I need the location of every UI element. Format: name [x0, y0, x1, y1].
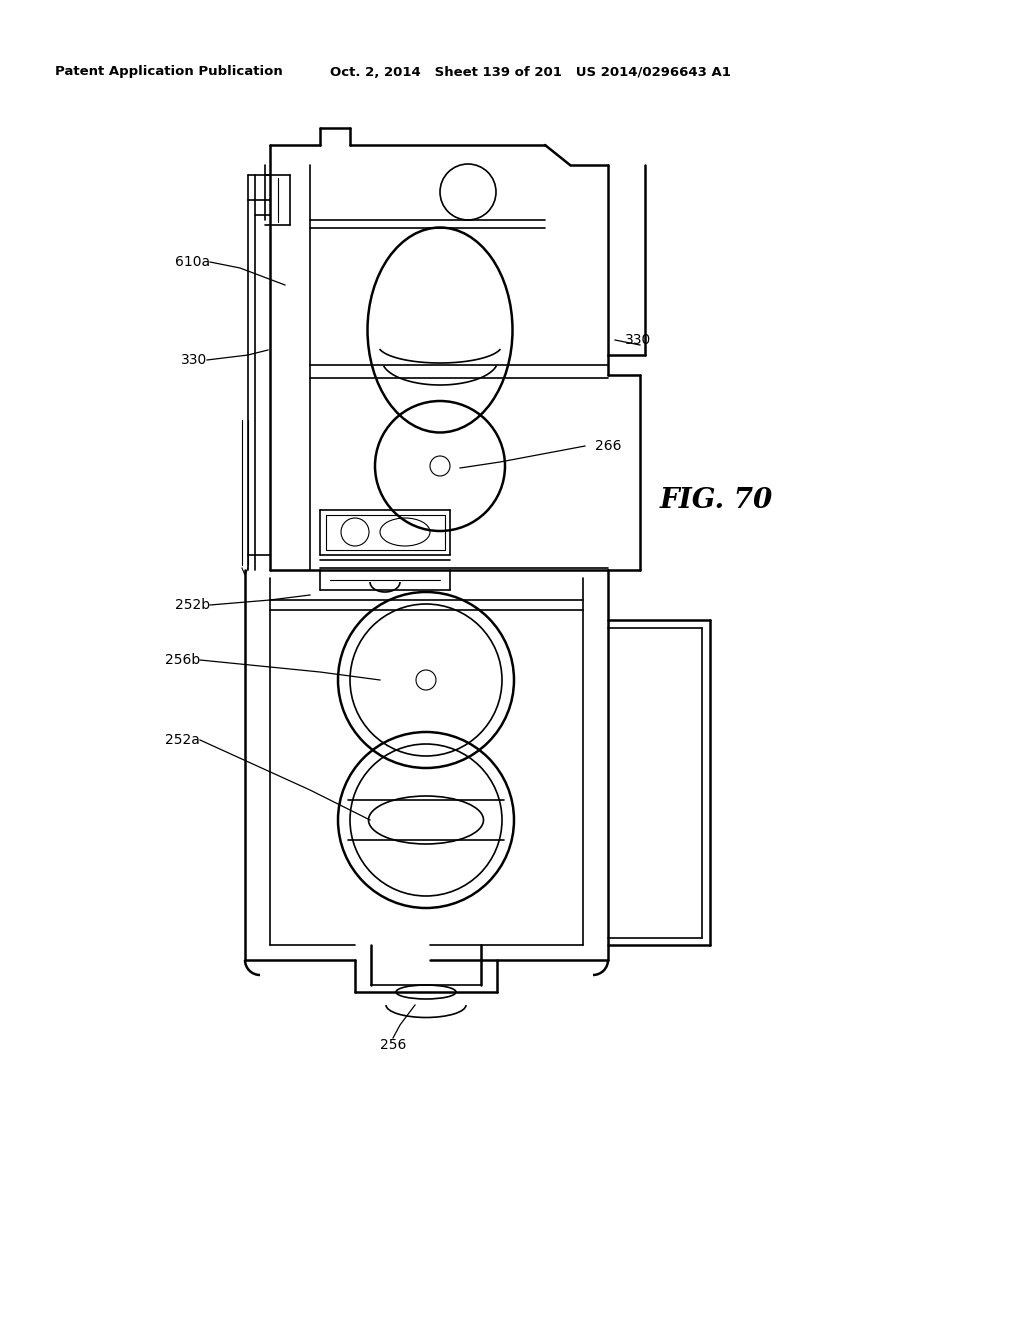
- Text: 266: 266: [595, 440, 622, 453]
- Text: 252a: 252a: [165, 733, 200, 747]
- Text: 252b: 252b: [175, 598, 210, 612]
- Text: FIG. 70: FIG. 70: [660, 487, 773, 513]
- Text: 330: 330: [181, 352, 207, 367]
- Text: Patent Application Publication: Patent Application Publication: [55, 66, 283, 78]
- Text: 330: 330: [625, 333, 651, 347]
- Text: 256b: 256b: [165, 653, 200, 667]
- Text: Oct. 2, 2014   Sheet 139 of 201   US 2014/0296643 A1: Oct. 2, 2014 Sheet 139 of 201 US 2014/02…: [330, 66, 730, 78]
- Text: 610a: 610a: [175, 255, 210, 269]
- Text: 256: 256: [380, 1038, 407, 1052]
